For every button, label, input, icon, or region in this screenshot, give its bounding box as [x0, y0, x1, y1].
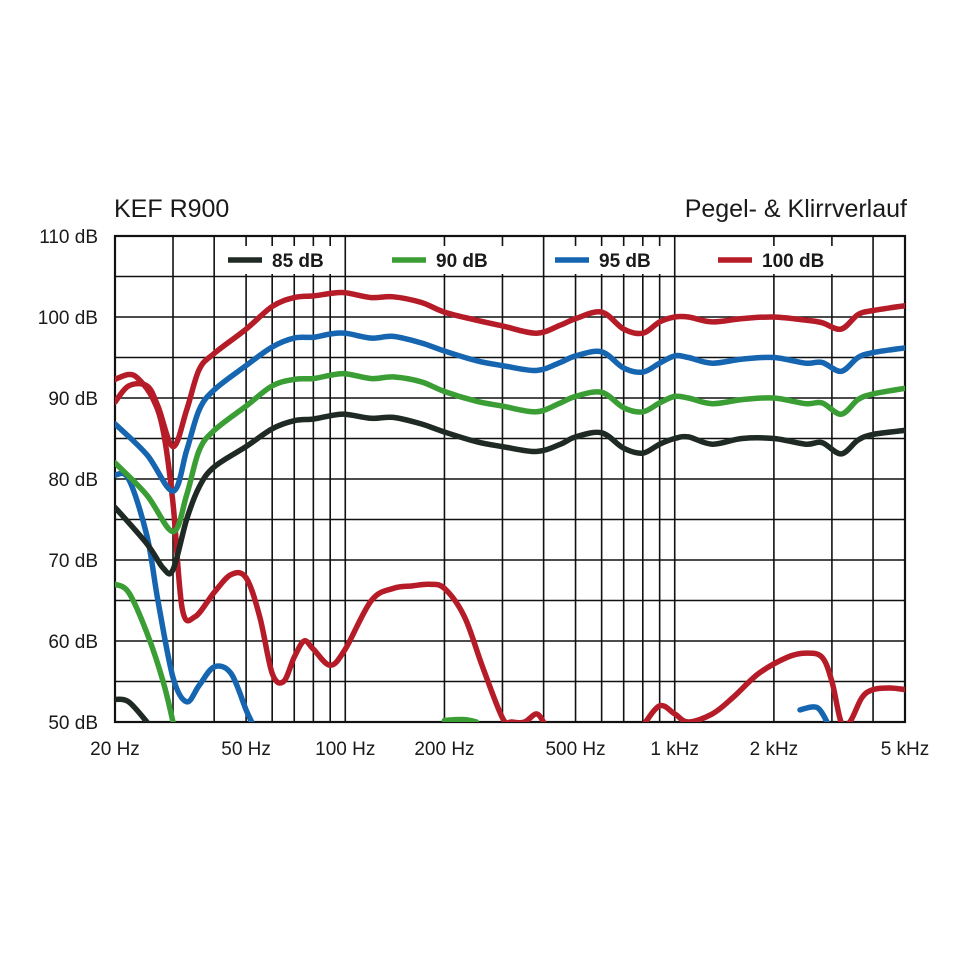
- x-tick-label: 200 Hz: [414, 739, 474, 760]
- chart-subtitle: Pegel- & Klirrverlauf: [685, 195, 907, 223]
- x-tick-label: 5 kHz: [881, 739, 930, 760]
- distortion-curve-red: [115, 371, 547, 722]
- legend-item-blue: 95 dB: [552, 246, 670, 274]
- chart-legend: 85 dB 90 dB 95 dB 100 dB: [225, 246, 833, 274]
- chart-title: KEF R900: [114, 195, 229, 223]
- distortion-curve-blue-hump: [797, 704, 830, 722]
- distortion-curve-green: [115, 581, 176, 722]
- distortion-curve-green-hump: [441, 716, 480, 722]
- x-tick-label: 50 Hz: [221, 739, 271, 760]
- distortion-curve-black: [115, 696, 150, 722]
- level-curve-red: [115, 289, 905, 450]
- y-tick-label: 100 dB: [38, 308, 98, 329]
- level-curve-black: [115, 411, 905, 577]
- chart-curves: [115, 289, 905, 722]
- chart-ticks: 50 dB 60 dB 70 dB 80 dB 90 dB 100 dB 110 dB 20 …: [38, 227, 930, 760]
- y-tick-label: 50 dB: [48, 713, 98, 734]
- legend-item-black: 85 dB: [225, 246, 343, 274]
- level-curve-blue: [115, 330, 905, 494]
- legend-label: 90 dB: [436, 251, 488, 272]
- legend-item-red: 100 dB: [715, 246, 833, 274]
- x-tick-label: 1 kHz: [650, 739, 699, 760]
- y-tick-label: 80 dB: [48, 470, 98, 491]
- legend-item-green: 90 dB: [389, 246, 507, 274]
- y-tick-label: 60 dB: [48, 632, 98, 653]
- distortion-curve-red-high: [642, 650, 905, 722]
- x-tick-label: 500 Hz: [545, 739, 605, 760]
- x-tick-label: 20 Hz: [90, 739, 140, 760]
- chart-grid: [113, 234, 907, 724]
- y-tick-label: 110 dB: [39, 227, 98, 248]
- level-curve-green: [115, 370, 905, 535]
- legend-label: 95 dB: [599, 251, 651, 272]
- x-tick-label: 2 kHz: [750, 739, 799, 760]
- legend-label: 100 dB: [762, 251, 824, 272]
- distortion-curve-blue: [115, 470, 255, 722]
- legend-label: 85 dB: [272, 251, 324, 272]
- x-tick-label: 100 Hz: [315, 739, 375, 760]
- y-tick-label: 90 dB: [48, 389, 98, 410]
- y-tick-label: 70 dB: [48, 551, 98, 572]
